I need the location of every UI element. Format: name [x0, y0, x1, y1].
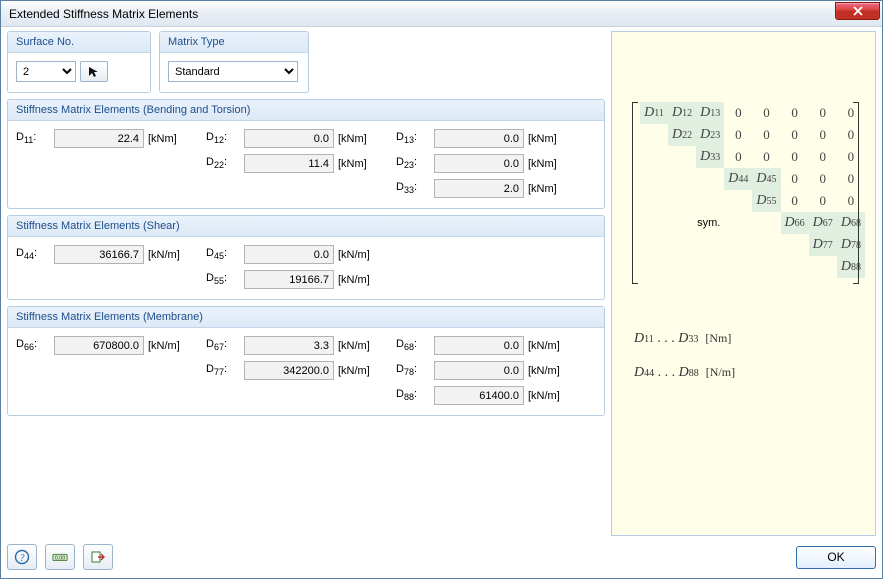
export-icon [90, 549, 106, 565]
help-icon: ? [14, 549, 30, 565]
content-area: Surface No. 2 Matrix Type Stand [7, 31, 876, 536]
field-d44: D44:36166.7[kN/m] [16, 245, 206, 264]
matrix-type-select[interactable]: Standard [168, 61, 298, 82]
group-title: Stiffness Matrix Elements (Membrane) [8, 307, 604, 328]
ruler-icon: 0.00 [52, 550, 68, 564]
group-membrane: Stiffness Matrix Elements (Membrane) D66… [7, 306, 605, 416]
d68-value: 0.0 [434, 336, 524, 355]
svg-text:?: ? [20, 553, 25, 564]
field-d45: D45:0.0[kN/m] [206, 245, 396, 264]
group-bending: Stiffness Matrix Elements (Bending and T… [7, 99, 605, 209]
top-row: Surface No. 2 Matrix Type Stand [7, 31, 605, 93]
ok-button[interactable]: OK [796, 546, 876, 569]
field-d67: D67:3.3[kN/m] [206, 336, 396, 355]
d45-value: 0.0 [244, 245, 334, 264]
group-title: Stiffness Matrix Elements (Shear) [8, 216, 604, 237]
group-title: Stiffness Matrix Elements (Bending and T… [8, 100, 604, 121]
matrix-legend: D11 . . . D33 [Nm] D44 . . . D88 [N/m] [634, 322, 735, 390]
field-d22: D22:11.4[kNm] [206, 154, 396, 173]
sym-label: sym. [640, 212, 724, 234]
pick-surface-button[interactable] [80, 61, 108, 82]
help-button[interactable]: ? [7, 544, 37, 570]
matrix-preview-panel: D11 D12 D13 00000 D22 D23 00000 D33 [611, 31, 876, 536]
group-shear: Stiffness Matrix Elements (Shear) D44:36… [7, 215, 605, 300]
field-d88: D88:61400.0[kN/m] [396, 386, 586, 405]
bracket-right-icon [853, 102, 859, 284]
units-button[interactable]: 0.00 [45, 544, 75, 570]
d55-value: 19166.7 [244, 270, 334, 289]
d78-value: 0.0 [434, 361, 524, 380]
titlebar: Extended Stiffness Matrix Elements [1, 1, 882, 27]
group-surface-no: Surface No. 2 [7, 31, 151, 93]
close-icon [853, 6, 863, 16]
field-d68: D68:0.0[kN/m] [396, 336, 586, 355]
field-d77: D77:342200.0[kN/m] [206, 361, 396, 380]
d66-value: 670800.0 [54, 336, 144, 355]
bracket-left-icon [632, 102, 638, 284]
field-d66: D66:670800.0[kN/m] [16, 336, 206, 355]
left-column: Surface No. 2 Matrix Type Stand [7, 31, 605, 536]
dialog-window: Extended Stiffness Matrix Elements Surfa… [0, 0, 883, 579]
field-d23: D23:0.0[kNm] [396, 154, 586, 173]
svg-text:0.00: 0.00 [55, 556, 65, 562]
field-d78: D78:0.0[kN/m] [396, 361, 586, 380]
surface-no-select[interactable]: 2 [16, 61, 76, 82]
stiffness-matrix: D11 D12 D13 00000 D22 D23 00000 D33 [640, 102, 865, 278]
window-title: Extended Stiffness Matrix Elements [9, 7, 835, 21]
d13-value: 0.0 [434, 129, 524, 148]
d22-value: 11.4 [244, 154, 334, 173]
group-matrix-type: Matrix Type Standard [159, 31, 309, 93]
group-title: Matrix Type [160, 32, 308, 53]
d23-value: 0.0 [434, 154, 524, 173]
d77-value: 342200.0 [244, 361, 334, 380]
field-d13: D13:0.0[kNm] [396, 129, 586, 148]
footer: ? 0.00 OK [7, 542, 876, 572]
d33-value: 2.0 [434, 179, 524, 198]
d88-value: 61400.0 [434, 386, 524, 405]
d11-value: 22.4 [54, 129, 144, 148]
field-d55: D55:19166.7[kN/m] [206, 270, 396, 289]
d67-value: 3.3 [244, 336, 334, 355]
field-d33: D33:2.0[kNm] [396, 179, 586, 198]
group-title: Surface No. [8, 32, 150, 53]
d12-value: 0.0 [244, 129, 334, 148]
pointer-icon [87, 65, 101, 79]
d44-value: 36166.7 [54, 245, 144, 264]
export-button[interactable] [83, 544, 113, 570]
close-button[interactable] [835, 2, 880, 20]
field-d11: D11:22.4[kNm] [16, 129, 206, 148]
field-d12: D12:0.0[kNm] [206, 129, 396, 148]
